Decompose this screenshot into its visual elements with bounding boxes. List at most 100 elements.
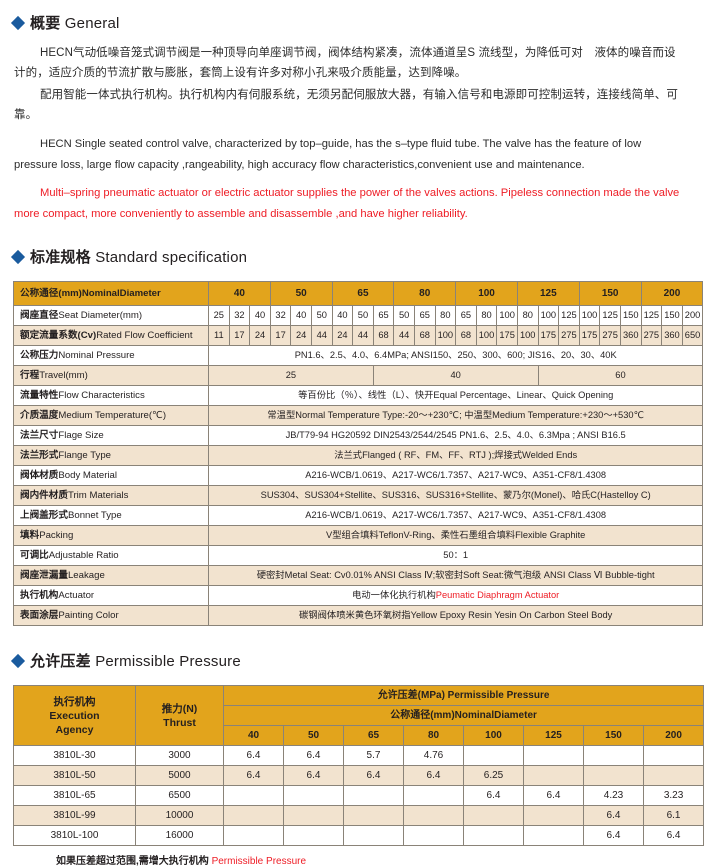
section-title-standard-spec-en: Standard specification xyxy=(95,249,248,266)
perm-cell-value xyxy=(403,785,464,806)
spec-cell: 68 xyxy=(413,325,436,346)
perm-row: 3810L-100 16000 6.4 6.4 xyxy=(13,825,705,846)
spec-cell: 80 xyxy=(434,305,457,326)
perm-header-size: 200 xyxy=(642,725,705,746)
permissible-pressure-table: 执行机构 Execution Agency 推力(N) Thrust 允许压差(MPa) … xyxy=(13,685,705,846)
spec-row: 行程Travel(mm) 25 40 60 xyxy=(13,365,704,386)
spec-cell-merged: 常温型Normal Temperature Type:-20～+230℃; 中温… xyxy=(207,405,704,426)
spec-row-label: 填料Packing xyxy=(13,525,209,546)
perm-cell-value xyxy=(523,805,584,826)
perm-row: 3810L-99 10000 6.4 6.1 xyxy=(13,805,705,826)
section-title-standard-spec: 标准规格 Standard specification xyxy=(30,246,247,267)
perm-header-row-1: 执行机构 Execution Agency 推力(N) Thrust 允许压差(MPa) … xyxy=(13,685,705,746)
spec-cell: 200 xyxy=(681,305,704,326)
spec-cell: 32 xyxy=(269,305,292,326)
spec-cell-merged: PN1.6、2.5、4.0、6.4MPa; ANSI150、250、300、60… xyxy=(207,345,704,366)
spec-cell: 65 xyxy=(372,305,395,326)
spec-cell: 360 xyxy=(661,325,683,346)
spec-row-label: 行程Travel(mm) xyxy=(13,365,209,386)
spec-cell: 360 xyxy=(619,325,642,346)
perm-cell-value xyxy=(523,825,584,846)
spec-row-label: 可调比Adjustable Ratio xyxy=(13,545,209,566)
perm-header-size: 50 xyxy=(283,725,344,746)
spec-cell: 44 xyxy=(352,325,374,346)
perm-cell-value xyxy=(283,825,344,846)
spec-row: 执行机构Actuator 电动一体化执行机构Peumatic Diaphragm … xyxy=(13,585,704,606)
general-paragraph-cn-2: 配用智能一体式执行机构。执行机构内有伺服系统，无须另配伺服放大器，有输入信号和电… xyxy=(8,86,698,125)
spec-cell: 44 xyxy=(393,325,415,346)
perm-cell-value xyxy=(583,765,644,786)
perm-cell-agency: 3810L-100 xyxy=(13,825,136,846)
perm-cell-thrust: 5000 xyxy=(135,765,224,786)
general-paragraph-en-1-text: HECN Single seated control valve, charac… xyxy=(14,138,642,171)
spec-header-size: 150 xyxy=(578,281,642,306)
spec-cell: 150 xyxy=(661,305,683,326)
spec-cell: 100 xyxy=(578,305,601,326)
perm-cell-value xyxy=(283,805,344,826)
perm-cell-value xyxy=(463,745,524,766)
perm-cell-agency: 3810L-99 xyxy=(13,805,136,826)
spec-cell-merged: 25 xyxy=(208,365,374,386)
spec-row-label: 表面涂层Painting Color xyxy=(13,605,209,626)
spec-cell: 44 xyxy=(310,325,333,346)
perm-header-size: 40 xyxy=(223,725,284,746)
spec-row: 阀体材质Body Material A216-WCB/1.0619、A217-WC… xyxy=(13,465,704,486)
section-heading-standard-spec: 标准规格 Standard specification xyxy=(8,246,698,267)
perm-header-size: 80 xyxy=(403,725,464,746)
spec-cell: 68 xyxy=(455,325,477,346)
perm-cell-value xyxy=(343,785,404,806)
spec-cell: 50 xyxy=(310,305,333,326)
spec-row: 阀座泄漏量Leakage 硬密封Metal Seat: Cv0.01% ANSI … xyxy=(13,565,704,586)
perm-cell-value: 6.4 xyxy=(583,825,644,846)
perm-cell-value: 6.4 xyxy=(283,765,344,786)
perm-cell-value xyxy=(223,805,284,826)
spec-row: 可调比Adjustable Ratio 50：1 xyxy=(13,545,704,566)
perm-header-size: 100 xyxy=(463,725,524,746)
spec-row-label: 阀体材质Body Material xyxy=(13,465,209,486)
section-title-permissible-cn: 允许压差 xyxy=(30,653,91,670)
diamond-bullet-icon xyxy=(10,249,26,264)
section-heading-general: 概要 General xyxy=(8,12,698,33)
spec-header-size: 50 xyxy=(269,281,333,306)
spec-row: 公称压力Nominal Pressure PN1.6、2.5、4.0、6.4MPa… xyxy=(13,345,704,366)
spec-cell: 50 xyxy=(393,305,415,326)
spec-row-label: 法兰尺寸Flage Size xyxy=(13,425,209,446)
spec-cell: 25 xyxy=(208,305,230,326)
section-title-standard-spec-cn: 标准规格 xyxy=(30,249,91,266)
spec-header-size: 80 xyxy=(393,281,457,306)
perm-cell-value xyxy=(403,805,464,826)
spec-cell-merged: 电动一体化执行机构Peumatic Diaphragm Actuator xyxy=(207,585,704,606)
spec-cell: 650 xyxy=(681,325,704,346)
section-title-permissible: 允许压差 Permissible Pressure xyxy=(30,650,241,671)
perm-row: 3810L-30 3000 6.4 6.4 5.7 4.76 xyxy=(13,745,705,766)
perm-cell-value xyxy=(523,745,584,766)
diamond-bullet-icon xyxy=(10,15,26,30)
spec-row: 填料Packing V型组合填料TeflonV-Ring、柔性石墨组合填料Flex… xyxy=(13,525,704,546)
perm-cell-thrust: 6500 xyxy=(135,785,224,806)
general-paragraph-cn-2-text: 配用智能一体式执行机构。执行机构内有伺服系统，无须另配伺服放大器，有输入信号和电… xyxy=(14,89,678,121)
spec-cell: 175 xyxy=(537,325,560,346)
spec-row-label: 上阀盖形式Bonnet Type xyxy=(13,505,209,526)
spec-cell-merged: 50：1 xyxy=(207,545,704,566)
spec-cell: 275 xyxy=(558,325,580,346)
perm-header-group-title: 允许压差(MPa) Permissible Pressure xyxy=(222,685,705,706)
permissible-footnote-en: Permissible Pressure xyxy=(211,856,307,867)
perm-cell-value: 6.4 xyxy=(223,745,284,766)
perm-cell-value xyxy=(403,825,464,846)
perm-cell-value: 6.25 xyxy=(463,765,524,786)
perm-cell-value xyxy=(463,805,524,826)
perm-header-agency: 执行机构 Execution Agency xyxy=(13,685,136,746)
spec-cell-merged: 等百份比（％）、线性（L）、快开Equal Percentage、Linear、… xyxy=(207,385,704,406)
spec-cell-merged: A216-WCB/1.0619、A217-WC6/1.7357、A217-WC9… xyxy=(207,465,704,486)
section-heading-permissible: 允许压差 Permissible Pressure xyxy=(8,650,698,671)
perm-cell-value: 4.23 xyxy=(583,785,644,806)
spec-cell: 40 xyxy=(331,305,354,326)
perm-cell-agency: 3810L-65 xyxy=(13,785,136,806)
spec-cell: 65 xyxy=(455,305,477,326)
perm-cell-value xyxy=(223,825,284,846)
spec-row-label: 公称压力Nominal Pressure xyxy=(13,345,209,366)
spec-header-size: 100 xyxy=(455,281,518,306)
perm-cell-agency: 3810L-50 xyxy=(13,765,136,786)
spec-cell: 100 xyxy=(516,325,539,346)
spec-cell-merged: 碳钢阀体喷米黄色环氧树指Yellow Epoxy Resin Yesin On … xyxy=(207,605,704,626)
